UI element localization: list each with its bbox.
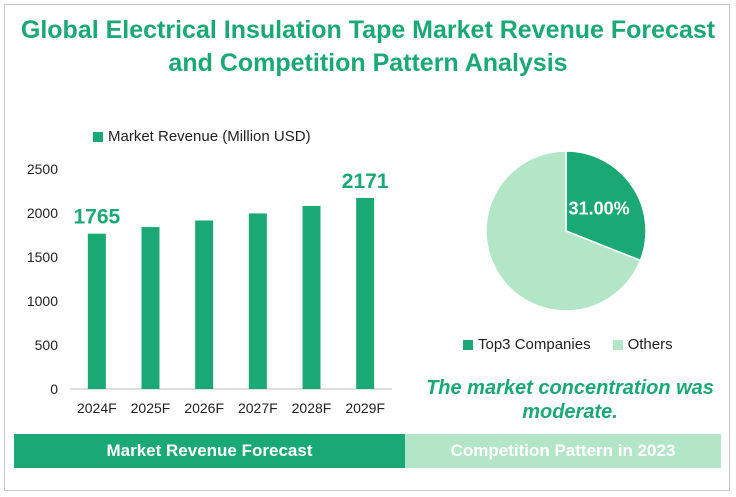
bar-legend-swatch (93, 131, 103, 142)
bar-2024F (87, 233, 106, 389)
x-tick-label: 2026F (184, 400, 224, 416)
pie-slice-top3 (565, 150, 647, 262)
x-tick-label: 2029F (345, 400, 385, 416)
y-tick-label: 1500 (27, 249, 58, 265)
chart-title: Global Electrical Insulation Tape Market… (20, 16, 716, 77)
y-tick-label: 2500 (27, 161, 58, 177)
x-tick-label: 2027F (238, 400, 278, 416)
bar-2026F (195, 220, 214, 389)
y-tick-label: 2000 (27, 205, 58, 221)
bar-2029F (356, 197, 375, 389)
footer-market-revenue: Market Revenue Forecast (14, 434, 405, 468)
y-tick-label: 1000 (27, 293, 58, 309)
pie-legend: Top3 Companies Others (463, 336, 695, 353)
conclusion-text: The market concentration was moderate. (426, 377, 714, 423)
y-tick-label: 500 (35, 337, 59, 353)
data-label: 2171 (342, 170, 389, 193)
x-tick-label: 2028F (292, 400, 332, 416)
x-tick-label: 2024F (77, 400, 117, 416)
pie-legend-item-top3: Top3 Companies (463, 336, 591, 353)
bar-2028F (302, 205, 321, 389)
bar-2027F (248, 213, 267, 389)
pie-label: 31.00% (569, 199, 630, 219)
pie-legend-swatch-top3 (463, 339, 473, 350)
pie-slice-others (485, 150, 642, 312)
y-tick-label: 0 (50, 381, 58, 397)
x-tick-label: 2025F (131, 400, 171, 416)
footer-competition-pattern: Competition Pattern in 2023 (405, 434, 721, 468)
pie-legend-label-top3: Top3 Companies (478, 336, 591, 353)
bar-2025F (141, 227, 160, 389)
data-label: 1765 (73, 206, 120, 229)
pie-legend-swatch-others (612, 339, 623, 350)
pie-legend-item-others: Others (612, 336, 673, 353)
bar-legend-label: Market Revenue (Million USD) (108, 128, 311, 145)
pie-legend-label-others: Others (627, 336, 673, 353)
bar-legend: Market Revenue (Million USD) (93, 128, 311, 145)
